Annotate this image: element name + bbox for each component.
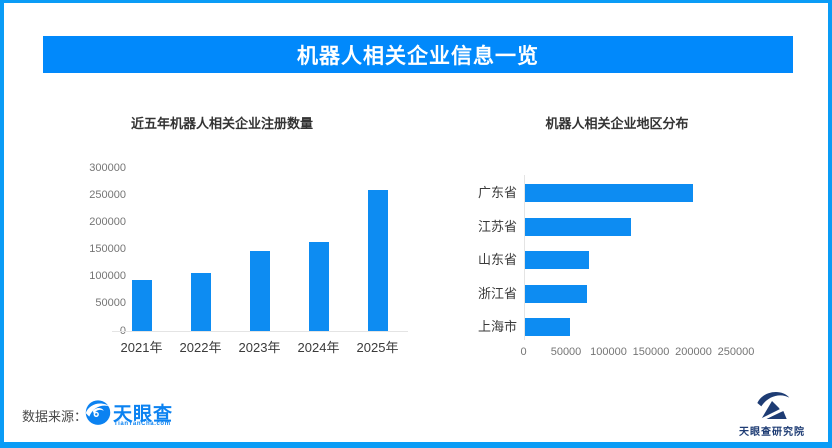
- bar-山东省: [525, 251, 589, 269]
- bar-2025年: [367, 190, 388, 331]
- tianyancha-logo-text: 天眼查: [113, 404, 174, 425]
- x-axis-line: [112, 331, 408, 332]
- bar-2023年: [249, 250, 270, 331]
- bar-2024年: [308, 242, 329, 331]
- y-axis-tick-label: 300000: [89, 162, 126, 174]
- bar-2021年: [131, 279, 152, 331]
- y-axis-tick-label: 100000: [89, 270, 126, 283]
- y-category-label: 上海市: [477, 319, 517, 334]
- page-title: 机器人相关企业信息一览: [297, 44, 539, 68]
- y-category-label: 江苏省: [477, 218, 517, 234]
- x-category-label: 2022年: [179, 340, 222, 355]
- y-category-label: 山东省: [477, 252, 517, 267]
- bar-广东省: [525, 184, 694, 202]
- y-axis-tick-label: 0: [48, 325, 126, 338]
- x-axis-tick-label: 200000: [675, 346, 712, 358]
- research-institute-icon: [752, 388, 792, 427]
- bar-江苏省: [525, 217, 632, 236]
- bar-2022年: [190, 273, 211, 331]
- right-chart-title: 机器人相关企业地区分布: [545, 116, 689, 131]
- y-category-label: 广东省: [477, 185, 517, 200]
- y-axis-line: [524, 175, 525, 340]
- x-category-label: 2023年: [238, 340, 281, 355]
- y-axis-tick-label: 50000: [95, 297, 126, 310]
- y-axis-tick-label: 200000: [89, 216, 126, 229]
- x-category-label: 2025年: [356, 340, 399, 355]
- x-axis-tick-label: 150000: [632, 346, 670, 358]
- tianyancha-icon: [84, 398, 112, 431]
- y-axis-tick-label: 250000: [89, 189, 126, 202]
- x-axis-tick-label: 50000: [550, 346, 582, 358]
- x-category-label: 2021年: [120, 340, 163, 355]
- left-chart-title: 近五年机器人相关企业注册数量: [130, 116, 313, 131]
- x-category-label: 2024年: [297, 340, 340, 355]
- bar-上海市: [525, 318, 571, 336]
- bar-浙江省: [525, 284, 588, 303]
- y-axis-tick-label: 150000: [89, 243, 126, 256]
- research-institute-label: 天眼查研究院: [739, 427, 805, 438]
- x-axis-tick-label: 100000: [590, 346, 627, 358]
- y-category-label: 浙江省: [477, 285, 517, 301]
- page-title-banner: 机器人相关企业信息一览: [43, 36, 793, 73]
- data-source-label: 数据来源：: [22, 409, 88, 424]
- x-axis-tick-label: 0: [520, 346, 527, 358]
- tianyancha-logo-subtext: TianYanCha.com: [114, 421, 171, 427]
- x-axis-tick-label: 250000: [717, 346, 755, 358]
